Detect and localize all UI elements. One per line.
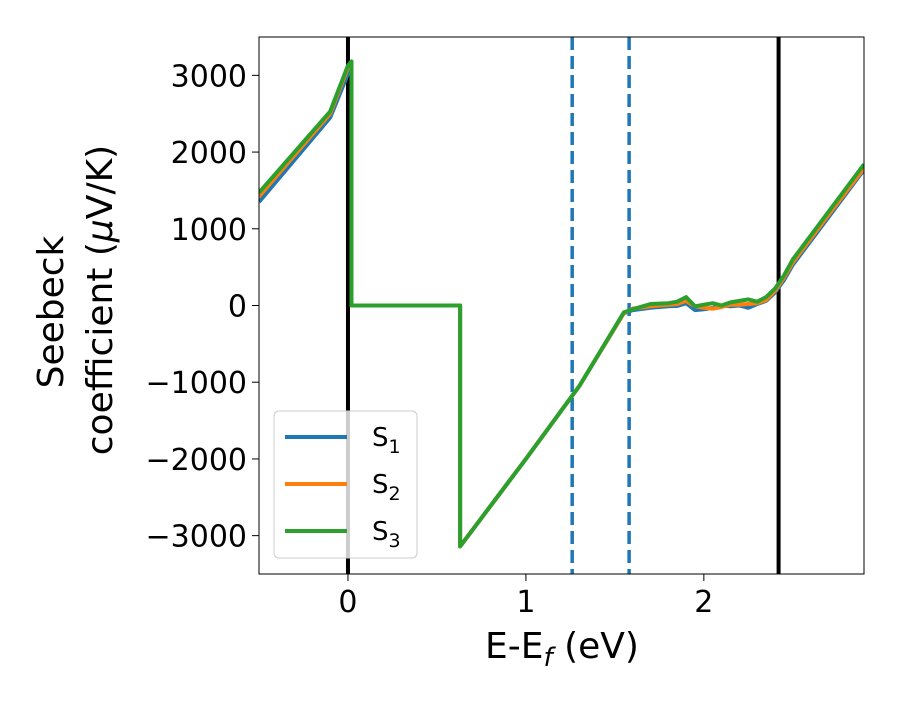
y-tick-label: 0 — [228, 290, 247, 325]
y-tick-label: −1000 — [146, 366, 247, 401]
y-axis-title: Seebeck coefficient (μV/K) — [31, 145, 121, 455]
legend-label-s1: S1 — [372, 423, 401, 458]
y-tick-label: 3000 — [171, 59, 247, 94]
x-axis-title-main: E-E — [485, 626, 543, 667]
x-tick-label: 1 — [516, 585, 535, 620]
y-tick-label: −2000 — [146, 443, 247, 478]
y-tick-label: −3000 — [146, 520, 247, 555]
plot-area — [259, 37, 864, 574]
y-axis-title-line2: coefficient (μV/K) — [80, 145, 121, 455]
y-axis-title-suffix: V/K) — [80, 145, 121, 219]
y-tick-label: 2000 — [171, 136, 247, 171]
legend-label-s2: S2 — [372, 470, 401, 505]
series-line-s3 — [259, 59, 864, 549]
legend-label-s3: S3 — [372, 517, 401, 552]
y-axis-title-prefix: coefficient ( — [80, 242, 121, 455]
legend: S1 S2 S3 — [273, 410, 418, 559]
x-axis-title: E-Ef (eV) — [485, 626, 639, 673]
y-axis-title-line1: Seebeck — [31, 235, 72, 388]
y-axis-title-mu: μ — [80, 219, 121, 243]
y-tick-label: 1000 — [171, 213, 247, 248]
x-axis-title-unit: (eV) — [553, 626, 639, 667]
x-tick-label: 2 — [694, 585, 713, 620]
x-tick-label: 0 — [338, 585, 357, 620]
axes: 0 1 2 3000 2000 1000 0 −1000 −2000 −3000 — [146, 59, 714, 620]
svg-text:E-Ef (eV): E-Ef (eV) — [485, 626, 639, 673]
